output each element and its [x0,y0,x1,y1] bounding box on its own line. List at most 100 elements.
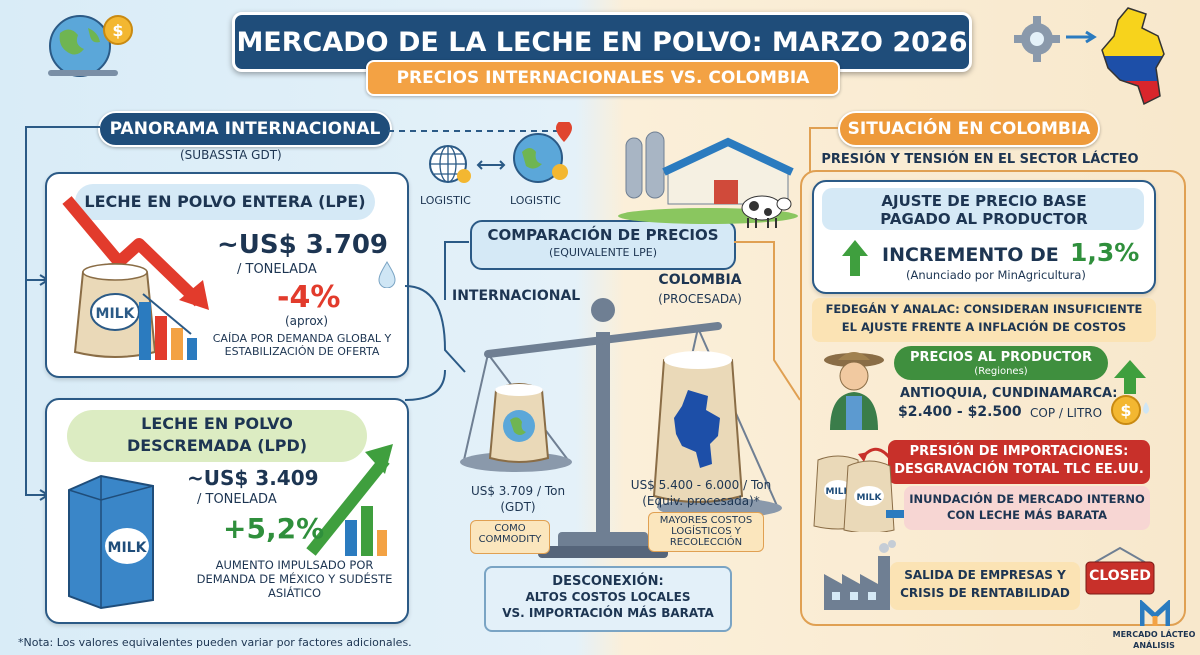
fedegan-line2: EL AJUSTE FRENTE A INFLACIÓN DE COSTOS [841,320,1127,334]
lpd-description: AUMENTO IMPULSADO POR DEMANDA DE MÉXICO … [196,558,393,600]
lpe-bar-chart-icon [139,292,199,362]
international-price-2: (GDT) [500,500,536,514]
colombia-section-subtitle: PRESIÓN Y TENSIÓN EN EL SECTOR LÁCTEO [821,152,1139,167]
disconnect-line2: VS. IMPORTACIÓN MÁS BARATA [502,606,714,620]
colombia-label-1: COLOMBIA [658,272,742,288]
flood-line1: INUNDACIÓN DE MERCADO INTERNO [909,492,1145,506]
disconnect-title: DESCONEXIÓN: [552,574,664,589]
colombia-price-2: (Equiv. procesada)* [642,494,760,508]
international-bag-icon [484,378,554,464]
logistic-world-icon [506,122,576,186]
colombia-label-2: (PROCESADA) [658,292,742,306]
comparison-subtitle: (EQUIVALENTE LPE) [548,246,658,259]
disconnect-line1: ALTOS COSTOS LOCALES [525,590,691,604]
brand-name-line1: MERCADO LÁCTEO [1112,630,1196,639]
producer-coin-icon: $ [1108,358,1152,428]
international-section-title: PANORAMA INTERNACIONAL [98,111,392,147]
page-title: MERCADO DE LA LECHE EN POLVO: MARZO 2026 [232,12,972,72]
colombia-frame [800,170,1186,626]
lpd-unit: / TONELADA [197,492,277,507]
producer-title-pill [894,346,1108,380]
globe-icon: $ [30,8,140,78]
closed-sign-icon [1082,546,1158,598]
increment-label: INCREMENTO DE [882,244,1059,266]
import-title-line1: PRESIÓN DE IMPORTACIONES: [909,444,1129,459]
lpe-price: ~US$ 3.709 [217,230,389,260]
footnote: *Nota: Los valores equivalentes pueden v… [18,636,412,649]
producer-price: $2.400 - $2.500 [898,404,1022,420]
lpd-change: +5,2% [223,512,325,545]
svg-text:$: $ [1120,401,1131,420]
international-section-subtitle: (SUBASSTA GDT) [180,148,282,162]
exchange-arrows-icon [476,158,506,172]
lpe-unit: / TONELADA [237,262,317,277]
producer-subtitle: (Regiones) [974,366,1028,377]
logistic-label-1: LOGISTIC [420,194,471,207]
water-drop-icon [377,260,397,288]
closed-sign-text: CLOSED [1089,568,1151,584]
milk-bag-icon: MILK [65,252,165,362]
brand-name-line2: ANÁLISIS [1133,641,1175,650]
exit-box [890,562,1080,610]
brand-logo-icon [1140,600,1170,628]
lpe-change-note: (aprox) [285,314,329,328]
international-price-1: US$ 3.709 / Ton [470,484,566,498]
comparison-title-box [470,220,736,270]
colombia-connector [800,126,840,176]
flood-box [904,486,1150,530]
flood-line2: CON LECHE MÁS BARATA [947,508,1107,522]
lpd-title-line1: LECHE EN POLVO [141,414,293,433]
milk-box-icon: MILK [61,470,161,610]
lpd-title-pill [67,410,367,462]
colombia-bag-icon [648,340,748,506]
fedegan-box [812,298,1156,342]
lpe-title: LECHE EN POLVO ENTERA (LPE) [84,192,366,211]
producer-unit: COP / LITRO [1030,406,1103,420]
disconnect-box [484,566,732,632]
exit-line2: CRISIS DE RENTABILIDAD [900,586,1070,600]
import-title-line2: DESGRAVACIÓN TOTAL TLC EE.UU. [894,462,1144,477]
cow-icon [736,190,792,230]
costs-tag: MAYORES COSTOS LOGÍSTICOS Y RECOLECCIÓN [648,512,764,552]
lpe-description: CAÍDA POR DEMANDA GLOBAL Y ESTABILIZACIÓ… [212,332,392,358]
logistic-label-2: LOGISTIC [510,194,561,207]
adjust-title-line1: AJUSTE DE PRECIO BASE [881,192,1087,210]
lpd-card: LECHE EN POLVO DESCREMADA (LPD) MILK ~US… [45,398,409,624]
commodity-tag: COMO COMMODITY [470,520,550,554]
increment-up-arrow-icon [840,238,870,278]
import-title-box [888,440,1150,484]
adjust-title-line2: PAGADO AL PRODUCTOR [880,210,1088,228]
adjust-title-pill [822,188,1144,230]
international-label: INTERNACIONAL [452,288,581,304]
svg-text:MILK: MILK [825,487,851,497]
svg-text:MILK: MILK [108,540,148,556]
flow-lines-right [734,240,814,410]
flow-lines-center [405,240,475,410]
lpe-card: LECHE EN POLVO ENTERA (LPE) MILK ~US$ 3.… [45,172,409,378]
svg-text:MILK: MILK [96,306,136,322]
page-subtitle: PRECIOS INTERNACIONALES VS. COLOMBIA [366,60,840,96]
lpd-price: ~US$ 3.409 [187,466,319,490]
factory-icon [820,540,900,614]
colombia-section-title: SITUACIÓN EN COLOMBIA [838,111,1100,147]
exit-line1: SALIDA DE EMPRESAS Y [904,568,1066,582]
increment-value: 1,3% [1070,238,1140,267]
lpe-change: -4% [277,280,341,315]
logistic-globe-icon [428,142,472,186]
increment-note: (Anunciado por MinAgricultura) [906,268,1086,282]
svg-text:$: $ [112,21,123,40]
producer-title: PRECIOS AL PRODUCTOR [909,350,1092,365]
down-arrow-icon [59,192,239,312]
colombia-map-icon [1098,6,1168,106]
farm-icon [618,124,798,224]
svg-text:MILK: MILK [856,493,882,503]
comparison-title: COMPARACIÓN DE PRECIOS [487,226,719,244]
up-arrow-icon [305,440,395,560]
fedegan-line1: FEDEGÁN Y ANALAC: CONSIDERAN INSUFICIENT… [825,302,1143,316]
lpd-title-line2: DESCREMADA (LPD) [126,436,308,455]
adjust-card: AJUSTE DE PRECIO BASE PAGADO AL PRODUCTO… [812,180,1156,294]
farmer-icon [816,346,892,430]
lpe-title-pill [75,184,375,220]
producer-regions: ANTIOQUIA, CUNDINAMARCA: [900,386,1118,401]
arrow-right-icon [1064,30,1100,44]
